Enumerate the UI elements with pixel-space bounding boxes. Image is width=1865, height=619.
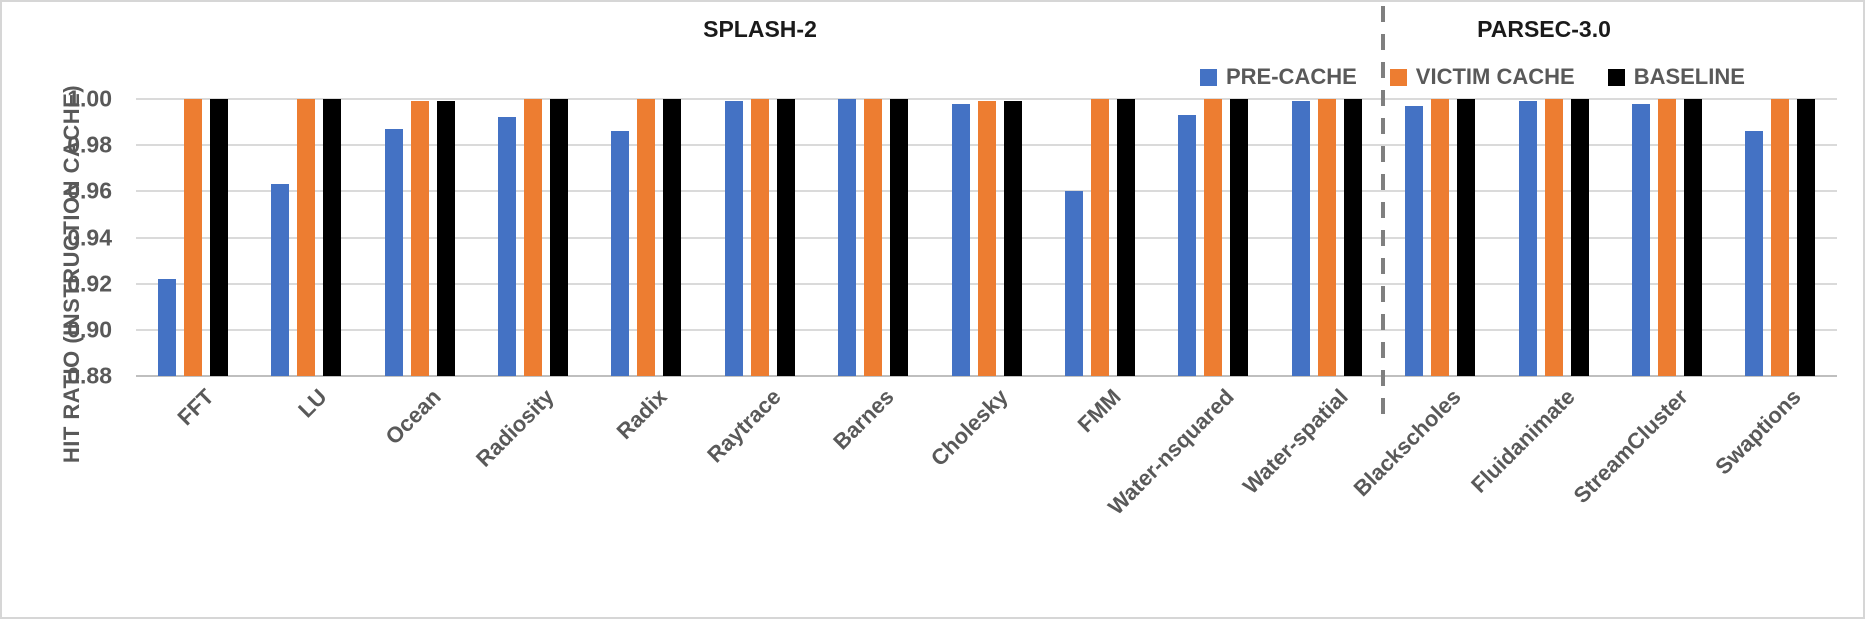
section-title-splash2: SPLASH-2 bbox=[703, 16, 817, 42]
bar-baseline-ocean bbox=[436, 101, 455, 376]
legend-item-pre-cache: PRE-CACHE bbox=[1200, 64, 1357, 90]
y-tick-label-1.00: 1.00 bbox=[67, 85, 112, 112]
section-title-parsec: PARSEC-3.0 bbox=[1477, 16, 1611, 42]
legend-swatch-pre-cache bbox=[1200, 68, 1217, 86]
bar-baseline-cholesky bbox=[1003, 101, 1022, 376]
bar-victim-cache-water-nsquared bbox=[1204, 99, 1223, 376]
bar-baseline-swaptions bbox=[1797, 99, 1816, 376]
bar-victim-cache-fluidanimate bbox=[1544, 99, 1563, 376]
legend-item-baseline: BASELINE bbox=[1607, 64, 1745, 90]
bar-victim-cache-fmm bbox=[1090, 99, 1109, 376]
bar-pre-cache-fft bbox=[157, 279, 176, 376]
bar-pre-cache-raytrace bbox=[724, 101, 743, 376]
gridline bbox=[136, 98, 1837, 100]
bar-pre-cache-blackscholes bbox=[1405, 105, 1424, 376]
bar-baseline-water-spatial bbox=[1343, 99, 1362, 376]
bar-pre-cache-cholesky bbox=[951, 103, 970, 376]
legend-label-baseline: BASELINE bbox=[1633, 64, 1745, 89]
y-tick-label-0.88: 0.88 bbox=[67, 362, 112, 389]
bar-baseline-fmm bbox=[1116, 99, 1135, 376]
bar-baseline-barnes bbox=[890, 99, 909, 376]
bar-victim-cache-raytrace bbox=[750, 99, 769, 376]
y-tick-label-0.92: 0.92 bbox=[67, 270, 112, 297]
bar-baseline-fluidanimate bbox=[1570, 99, 1589, 376]
bar-victim-cache-ocean bbox=[410, 101, 429, 376]
bar-baseline-water-nsquared bbox=[1230, 99, 1249, 376]
bar-baseline-raytrace bbox=[776, 99, 795, 376]
bar-pre-cache-streamcluster bbox=[1631, 103, 1650, 376]
legend-swatch-baseline bbox=[1607, 68, 1625, 86]
bar-victim-cache-radiosity bbox=[523, 99, 542, 376]
bar-victim-cache-swaptions bbox=[1771, 99, 1790, 376]
bar-victim-cache-streamcluster bbox=[1657, 99, 1676, 376]
bar-pre-cache-fmm bbox=[1064, 191, 1083, 376]
bar-victim-cache-cholesky bbox=[977, 101, 996, 376]
bar-pre-cache-radiosity bbox=[497, 117, 516, 376]
bar-victim-cache-fft bbox=[183, 99, 202, 376]
bar-victim-cache-lu bbox=[297, 99, 316, 376]
bar-victim-cache-water-spatial bbox=[1317, 99, 1336, 376]
bar-victim-cache-blackscholes bbox=[1431, 99, 1450, 376]
bar-baseline-blackscholes bbox=[1457, 99, 1476, 376]
bar-pre-cache-lu bbox=[271, 184, 290, 376]
bar-pre-cache-swaptions bbox=[1745, 131, 1764, 376]
legend-swatch-victim-cache bbox=[1389, 68, 1407, 86]
y-tick-label-0.90: 0.90 bbox=[67, 316, 112, 343]
bar-pre-cache-water-nsquared bbox=[1178, 115, 1197, 376]
y-tick-label-0.96: 0.96 bbox=[67, 177, 112, 204]
bar-pre-cache-radix bbox=[611, 131, 630, 376]
bar-victim-cache-barnes bbox=[864, 99, 883, 376]
bar-baseline-radix bbox=[663, 99, 682, 376]
bar-pre-cache-barnes bbox=[838, 99, 857, 376]
y-tick-label-0.94: 0.94 bbox=[67, 224, 112, 250]
legend: PRE-CACHE VICTIM CACHE BASELINE bbox=[1200, 64, 1745, 90]
bar-pre-cache-ocean bbox=[384, 129, 403, 376]
legend-item-victim-cache: VICTIM CACHE bbox=[1389, 64, 1575, 90]
bar-baseline-streamcluster bbox=[1683, 99, 1702, 376]
bar-baseline-fft bbox=[209, 99, 228, 376]
bar-pre-cache-fluidanimate bbox=[1518, 101, 1537, 376]
bar-baseline-lu bbox=[323, 99, 342, 376]
legend-label-pre-cache: PRE-CACHE bbox=[1226, 64, 1357, 89]
section-separator-dashed-line bbox=[1381, 6, 1386, 426]
legend-label-victim-cache: VICTIM CACHE bbox=[1415, 64, 1575, 89]
bar-pre-cache-water-spatial bbox=[1291, 101, 1310, 376]
x-axis-line bbox=[136, 375, 1837, 377]
bar-victim-cache-radix bbox=[637, 99, 656, 376]
y-tick-label-0.98: 0.98 bbox=[67, 131, 112, 158]
bar-baseline-radiosity bbox=[549, 99, 568, 376]
